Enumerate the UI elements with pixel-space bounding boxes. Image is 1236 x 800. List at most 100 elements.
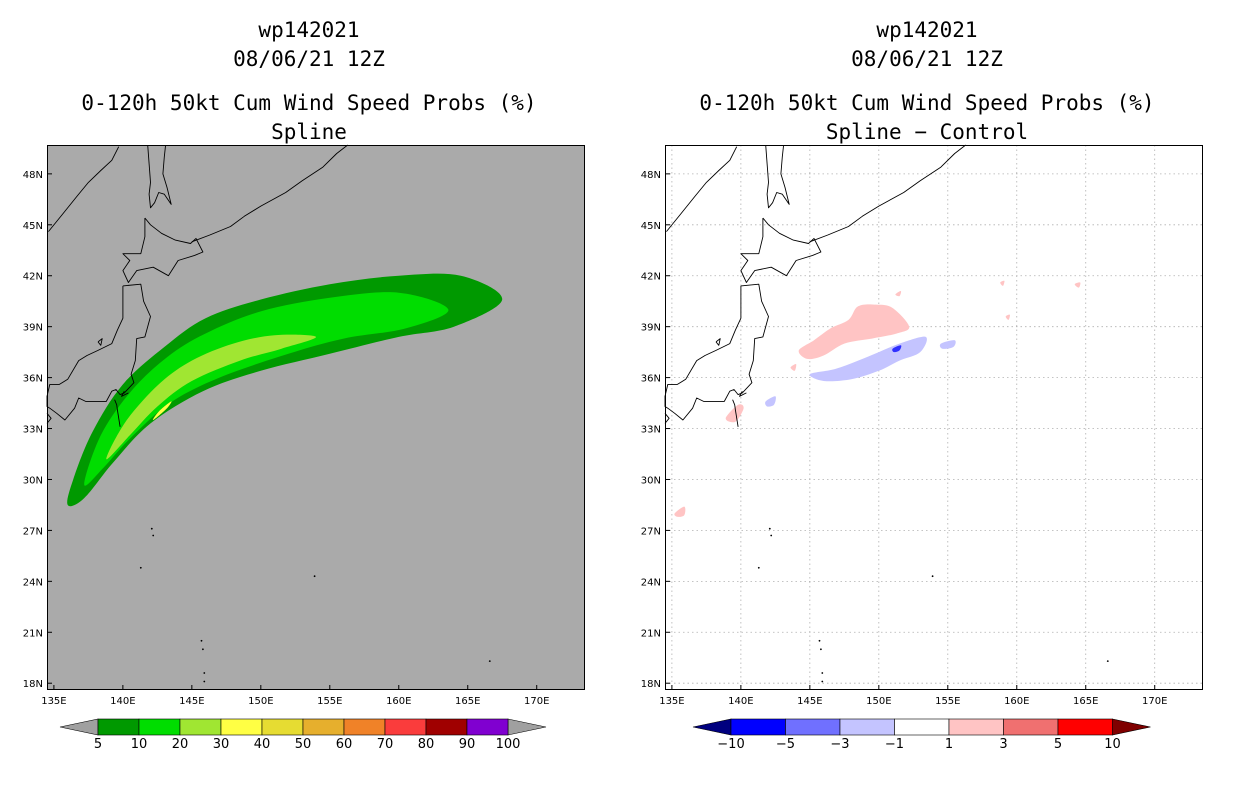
colorbar-label: 90 — [459, 737, 476, 752]
island-dot — [768, 527, 771, 530]
lat-label: 21N — [23, 628, 43, 639]
island-dot — [203, 680, 206, 683]
colorbar-swatch — [343, 718, 386, 736]
lat-label: 48N — [23, 170, 43, 181]
lat-label: 27N — [641, 526, 661, 537]
colorbar-label: 50 — [295, 737, 312, 752]
island-dot — [770, 534, 773, 537]
coastline-sado — [97, 338, 103, 346]
coastline-izu — [732, 399, 739, 427]
lon-label: 160E — [386, 696, 411, 707]
island-dot — [821, 680, 824, 683]
colorbar-swatch — [302, 718, 345, 736]
lon-label: 170E — [524, 696, 549, 707]
coastline-sado — [715, 338, 721, 346]
lon-label: 140E — [110, 696, 135, 707]
datetime: 08/06/21 12Z — [233, 47, 385, 71]
diff-region-positive-small — [674, 506, 686, 517]
colorbar-label: 60 — [336, 737, 353, 752]
lat-label: 45N — [641, 221, 661, 232]
lon-label: 165E — [455, 696, 480, 707]
colorbar-label: −3 — [830, 737, 849, 752]
coastline-kuril — [809, 144, 966, 243]
lat-label: 39N — [23, 323, 43, 334]
lon-label: 145E — [797, 696, 822, 707]
colorbar-arrow-right — [507, 718, 547, 736]
colorbar-swatch — [948, 718, 1004, 736]
storm-id: wp142021 — [876, 18, 978, 42]
panel-difference: wp142021 08/06/21 12Z 0-120h 50kt Cum Wi… — [618, 0, 1236, 800]
colorbar-swatch — [97, 718, 140, 736]
colorbar-label: −10 — [717, 737, 744, 752]
lon-label: 145E — [179, 696, 204, 707]
lat-label: 24N — [23, 577, 43, 588]
lat-label: 36N — [23, 374, 43, 385]
diff-region-positive-small — [1074, 282, 1081, 288]
colorbar-label: 5 — [94, 737, 102, 752]
colorbar-swatch — [730, 718, 786, 736]
colorbar-label: 10 — [131, 737, 148, 752]
diff-region-negative-small — [765, 396, 776, 407]
colorbar-label: −1 — [885, 737, 904, 752]
lon-label: 140E — [728, 696, 753, 707]
colorbar-swatch — [466, 718, 509, 736]
island-dot — [139, 566, 142, 569]
colorbar-label: 70 — [377, 737, 394, 752]
diff-region-positive — [798, 304, 910, 360]
lon-label: 155E — [317, 696, 342, 707]
colorbar-label: 1 — [945, 737, 953, 752]
island-dot — [821, 672, 824, 674]
colorbar-label: 80 — [418, 737, 435, 752]
island-dot — [150, 527, 153, 530]
lat-label: 42N — [641, 272, 661, 283]
coastline-boso — [739, 390, 747, 397]
lat-label: 33N — [23, 425, 43, 436]
diff-region-positive-small — [725, 404, 744, 423]
coastline-izu — [114, 399, 121, 427]
coastline-sakhalin — [147, 144, 172, 209]
lat-label: 18N — [23, 679, 43, 690]
prob-region-30-40 — [152, 401, 172, 421]
island-dot — [488, 660, 491, 662]
lat-label: 36N — [641, 374, 661, 385]
diff-region-strong-negative — [892, 345, 902, 353]
coastline-shikoku — [664, 413, 670, 424]
island-dot — [820, 648, 822, 651]
colorbar-swatch — [839, 718, 895, 736]
colorbar-label: 40 — [254, 737, 271, 752]
island-dot — [1106, 660, 1109, 662]
lat-label: 24N — [641, 577, 661, 588]
colorbar-swatch — [179, 718, 222, 736]
lat-label: 33N — [641, 425, 661, 436]
island-dot — [757, 566, 760, 569]
island-dot — [313, 575, 316, 578]
colorbar-label: 10 — [1104, 737, 1121, 752]
colorbar-label: 3 — [999, 737, 1007, 752]
lon-label: 155E — [935, 696, 960, 707]
lat-label: 42N — [23, 272, 43, 283]
product-title: 0-120h 50kt Cum Wind Speed Probs (%) — [699, 91, 1155, 115]
map-frame — [47, 145, 585, 690]
colorbar-difference: −10 −5 −3 −1 1 3 5 10 — [673, 715, 1193, 755]
diff-region-positive-small — [1005, 314, 1010, 320]
colorbar-swatch — [1003, 718, 1059, 736]
coastline-honshu — [664, 283, 769, 421]
lat-label: 30N — [641, 475, 661, 486]
colorbar-probability: 5 10 20 30 40 50 60 70 80 90 100 — [55, 715, 565, 755]
lon-label: 150E — [248, 696, 273, 707]
island-dot — [152, 534, 155, 537]
diff-region-positive-small — [1000, 280, 1005, 286]
diff-region-negative-small — [939, 340, 956, 349]
colorbar-swatch — [425, 718, 468, 736]
map-frame — [665, 145, 1203, 690]
product-title: 0-120h 50kt Cum Wind Speed Probs (%) — [81, 91, 537, 115]
coastline-hokkaido — [740, 217, 822, 283]
lat-label: 39N — [641, 323, 661, 334]
map-background — [665, 145, 1203, 690]
island-dot — [818, 639, 821, 642]
lat-label: 45N — [23, 221, 43, 232]
diff-region-positive-small — [895, 290, 902, 297]
colorbar-label: 5 — [1054, 737, 1062, 752]
colorbar-label: 100 — [496, 737, 521, 752]
lon-label: 135E — [659, 696, 684, 707]
